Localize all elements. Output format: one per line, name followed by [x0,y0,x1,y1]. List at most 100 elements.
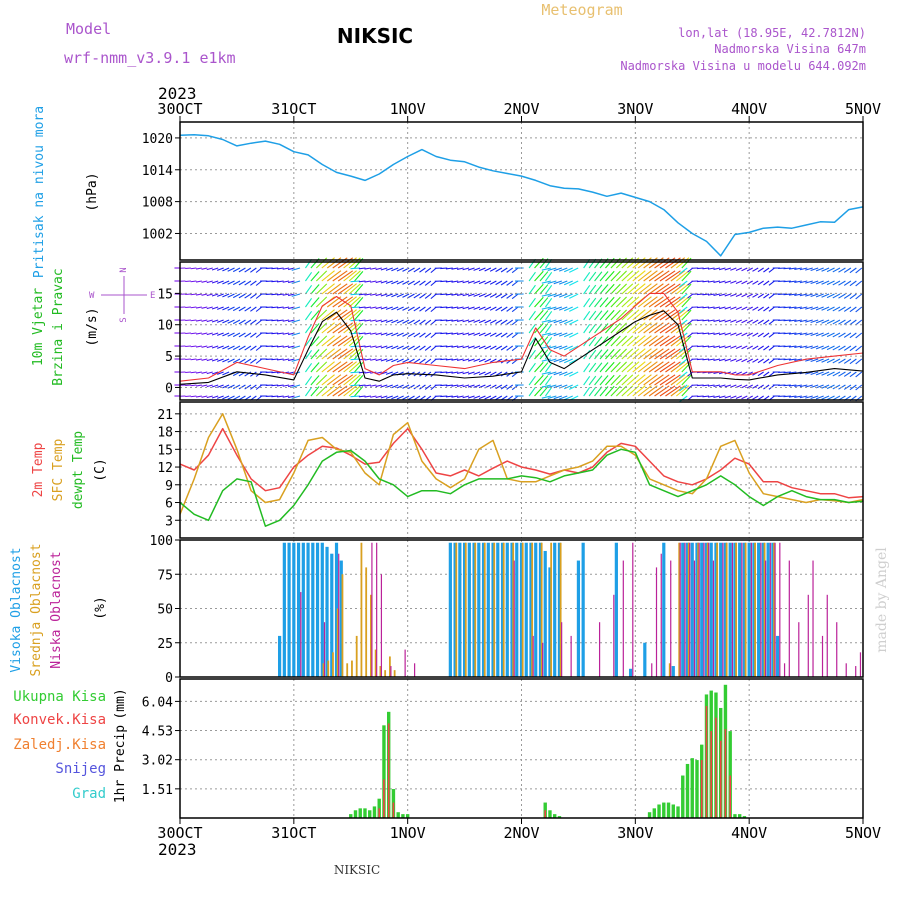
wind-arrow [741,306,748,311]
wind-arrow [358,306,366,309]
wind-arrow [563,395,573,401]
wind-arrow [484,345,492,350]
wind-arrow [843,280,852,286]
wind-arrow [495,280,503,286]
wind-arrow [763,280,770,286]
wind-arrow [849,358,857,365]
wind-arrow [227,306,235,311]
cloud-bar [671,666,675,677]
wind-arrow [216,358,224,362]
wind-arrow [815,280,824,285]
wind-arrow [511,345,519,352]
wind-arrow [821,384,830,389]
wind-arrow [670,374,686,386]
wind-arrow [244,280,252,286]
y-tick-label: 1.51 [142,783,173,798]
wind-arrow [495,345,503,351]
wind-arrow [810,332,819,337]
wind-arrow [659,296,676,308]
wind-arrow [594,336,603,347]
wind-arrow [216,293,224,297]
wind-arrow [348,335,361,347]
wind-arrow [794,332,802,335]
wind-arrow [558,358,568,363]
wind-arrow [375,319,382,323]
wind-arrow [730,358,737,362]
wind-arrow [713,319,721,322]
wind-arrow [457,345,464,348]
wind-arrow [484,371,492,376]
cloud-bar [300,592,302,677]
y-tick-label: 3.02 [142,754,173,769]
cloud-series [180,542,863,678]
wind-arrow [815,358,824,363]
wind-arrow [768,358,775,364]
wind-arrow [676,296,690,308]
wind-arrow [534,361,544,373]
cloud-bar [655,567,658,677]
wind-arrow [783,267,791,270]
precip-bar [681,775,685,818]
cloud-bar [292,542,296,677]
wind-arrow [385,395,393,399]
cloud-bar [462,542,467,677]
wind-arrow [643,374,658,386]
compass-east: E [150,291,155,301]
wind-arrow [632,309,646,321]
wind-arrow [528,375,536,386]
wind-arrow [676,361,690,373]
wind-arrow [534,374,544,386]
wind-arrow [407,306,415,312]
wind-arrow [855,280,863,287]
meteogram-title: Meteogram [541,1,622,19]
wind-arrow [244,384,252,390]
wind-arrow [815,267,824,272]
wind-arrow [222,319,230,324]
wind-arrow [190,319,197,322]
wind-arrow [648,374,664,386]
cloud-bar [323,622,326,677]
wind-arrow [724,306,732,310]
wind-arrow [696,332,704,335]
wind-arrow [588,336,597,347]
wind-arrow [654,270,670,282]
wind-arrow [489,319,497,324]
wind-arrow [250,306,257,312]
wind-arrow [445,293,453,296]
y-tick-label: 50 [157,603,173,618]
wind-arrow [222,358,230,363]
wind-arrow [370,384,377,387]
wind-arrow [615,374,627,386]
wind-arrow [679,280,688,288]
wind-arrow [637,385,652,397]
wind-arrow [558,395,568,400]
wind-arrow [599,386,609,397]
wind-arrow [569,384,579,390]
wind-arrow [255,280,263,286]
wind-arrow [679,384,688,392]
panel-frames [179,121,864,819]
wind-arrow [445,332,453,335]
wind-arrow [385,371,393,375]
wind-arrow [424,345,432,351]
cloud-bar [738,542,742,677]
wind-arrow [484,280,492,285]
wind-arrow [826,371,835,377]
wind-arrow [746,358,753,363]
wind-arrow [227,384,235,389]
cloud-bar [388,656,391,677]
wind-arrow [211,345,219,349]
wind-arrow [370,395,377,398]
lonlat-label: lon,lat (18.95E, 42.7812N) [678,26,866,40]
wind-arrow [271,293,279,296]
wind-arrow [467,332,475,336]
wind-arrow [626,348,640,360]
compass-west: W [89,291,95,301]
wind-arrow [348,296,361,308]
wind-arrow [348,374,361,386]
wind-arrow [826,358,835,364]
cloud-bar [821,635,824,677]
cloud-bar [735,542,738,677]
wind-arrow [826,384,835,390]
wind-arrow [545,297,553,308]
